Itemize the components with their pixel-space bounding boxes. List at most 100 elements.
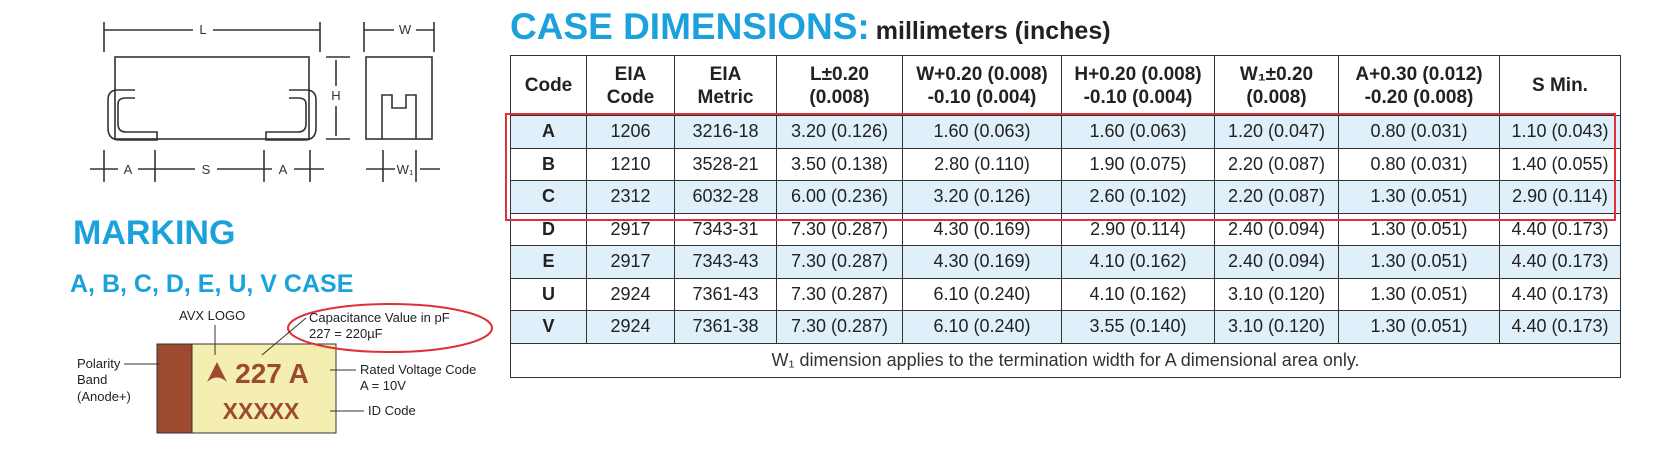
header-line: (0.008) xyxy=(809,86,870,108)
dim-label: L xyxy=(199,22,206,37)
body-code: 227 A xyxy=(235,358,309,389)
cell: 1.40 (0.055) xyxy=(1499,147,1621,181)
dim-label: S xyxy=(202,162,211,177)
cell: 3.10 (0.120) xyxy=(1214,310,1339,344)
cell: 4.40 (0.173) xyxy=(1499,310,1621,344)
header-cell: EIA Code xyxy=(586,55,675,116)
cell: 4.40 (0.173) xyxy=(1499,212,1621,246)
header-line: (0.008) xyxy=(1246,86,1307,108)
header-line: H+0.20 (0.008) xyxy=(1074,63,1202,85)
cell: 1.20 (0.047) xyxy=(1214,115,1339,149)
cell: 4.10 (0.162) xyxy=(1061,277,1215,311)
header-cell: Code xyxy=(510,55,587,116)
marking-title: MARKING xyxy=(73,214,235,252)
cell: 3.55 (0.140) xyxy=(1061,310,1215,344)
cell: 7.30 (0.287) xyxy=(776,212,903,246)
cell: 7.30 (0.287) xyxy=(776,245,903,279)
cell: 7361-43 xyxy=(674,277,777,311)
cell: 1.30 (0.051) xyxy=(1338,180,1500,214)
cell: 4.10 (0.162) xyxy=(1061,245,1215,279)
voltage-label: Rated Voltage Code xyxy=(360,362,476,377)
cell: E xyxy=(510,245,587,279)
dim-label: A xyxy=(279,162,288,177)
title: CASE DIMENSIONS: xyxy=(510,6,870,47)
cell: 1.10 (0.043) xyxy=(1499,115,1621,149)
data-row: D 2917 7343-31 7.30 (0.287) 4.30 (0.169) 2.90… xyxy=(510,212,1621,246)
cell: 3.20 (0.126) xyxy=(776,115,903,149)
cell: 2.80 (0.110) xyxy=(902,147,1062,181)
header-cell: S Min. xyxy=(1499,55,1621,116)
cell: 2.40 (0.094) xyxy=(1214,212,1339,246)
header-line: L±0.20 xyxy=(809,63,869,85)
header-cell: EIA Metric xyxy=(674,55,777,116)
cell: 2.60 (0.102) xyxy=(1061,180,1215,214)
cell: 2917 xyxy=(586,212,675,246)
cell: D xyxy=(510,212,587,246)
header-line: W₁±0.20 xyxy=(1239,63,1314,85)
cell: 1.30 (0.051) xyxy=(1338,310,1500,344)
header-cell: A+0.30 (0.012) -0.20 (0.008) xyxy=(1338,55,1500,116)
cell: A xyxy=(510,115,587,149)
cell: 1.60 (0.063) xyxy=(902,115,1062,149)
cell: 7361-38 xyxy=(674,310,777,344)
units: millimeters (inches) xyxy=(875,17,1111,45)
cell: 6032-28 xyxy=(674,180,777,214)
cell: C xyxy=(510,180,587,214)
cell: 2924 xyxy=(586,310,675,344)
cell: V xyxy=(510,310,587,344)
table-title: CASE DIMENSIONS: millimeters (inches) xyxy=(510,6,1111,48)
cell: 4.40 (0.173) xyxy=(1499,277,1621,311)
header-line: A+0.30 (0.012) xyxy=(1355,63,1483,85)
header-row: Code EIA Code EIA Metric L±0.20 (0.008) W+0.20 … xyxy=(510,55,1621,116)
footnote-row: W₁ dimension applies to the termination … xyxy=(510,342,1621,378)
header-cell: W₁±0.20 (0.008) xyxy=(1214,55,1339,116)
cell: 3528-21 xyxy=(674,147,777,181)
marking-labels: AVX LOGO Capacitance Value in pF 227 = 2… xyxy=(77,308,476,418)
cell: 2.90 (0.114) xyxy=(1499,180,1621,214)
header-line: Metric xyxy=(697,86,754,108)
header-cell: W+0.20 (0.008) -0.10 (0.004) xyxy=(902,55,1062,116)
cell: 7343-43 xyxy=(674,245,777,279)
cell: 2.40 (0.094) xyxy=(1214,245,1339,279)
cell: 3.20 (0.126) xyxy=(902,180,1062,214)
dimension-labels: L W H A S A W₁ xyxy=(124,22,414,177)
header-cell: H+0.20 (0.008) -0.10 (0.004) xyxy=(1061,55,1215,116)
cell: 2.20 (0.087) xyxy=(1214,180,1339,214)
cell: 2.20 (0.087) xyxy=(1214,147,1339,181)
header-line: EIA xyxy=(709,63,742,85)
leader-lines xyxy=(124,317,364,412)
header-line: -0.10 (0.004) xyxy=(927,86,1037,108)
cell: 3.10 (0.120) xyxy=(1214,277,1339,311)
data-row: E 2917 7343-43 7.30 (0.287) 4.30 (0.169) 4.10… xyxy=(510,245,1621,279)
dim-label: W xyxy=(399,22,412,37)
header-line: Code xyxy=(606,86,655,108)
data-row: U 2924 7361-43 7.30 (0.287) 6.10 (0.240) 4.10… xyxy=(510,277,1621,311)
footnote: W₁ dimension applies to the termination … xyxy=(510,342,1621,378)
cell: 2924 xyxy=(586,277,675,311)
data-row: V 2924 7361-38 7.30 (0.287) 6.10 (0.240) 3.55… xyxy=(510,310,1621,344)
cell: 3216-18 xyxy=(674,115,777,149)
data-row: A 1206 3216-18 3.20 (0.126) 1.60 (0.063) 1.60… xyxy=(510,115,1621,149)
cell: 1.60 (0.063) xyxy=(1061,115,1215,149)
highlight-ellipse xyxy=(287,303,493,353)
cell: 2917 xyxy=(586,245,675,279)
header-cell: L±0.20 (0.008) xyxy=(776,55,903,116)
cell: 0.80 (0.031) xyxy=(1338,115,1500,149)
dim-label: H xyxy=(331,88,340,103)
cell: 6.00 (0.236) xyxy=(776,180,903,214)
cell: 1.90 (0.075) xyxy=(1061,147,1215,181)
voltage-label: A = 10V xyxy=(360,378,406,393)
cell: 6.10 (0.240) xyxy=(902,277,1062,311)
polarity-label: Band xyxy=(77,372,107,387)
cell: U xyxy=(510,277,587,311)
avx-logo xyxy=(207,362,227,382)
cell: 7343-31 xyxy=(674,212,777,246)
id-label: ID Code xyxy=(368,403,416,418)
logo-label: AVX LOGO xyxy=(179,308,245,323)
cell: 1210 xyxy=(586,147,675,181)
cell: 1.30 (0.051) xyxy=(1338,245,1500,279)
cell: 4.30 (0.169) xyxy=(902,245,1062,279)
cell: 0.80 (0.031) xyxy=(1338,147,1500,181)
